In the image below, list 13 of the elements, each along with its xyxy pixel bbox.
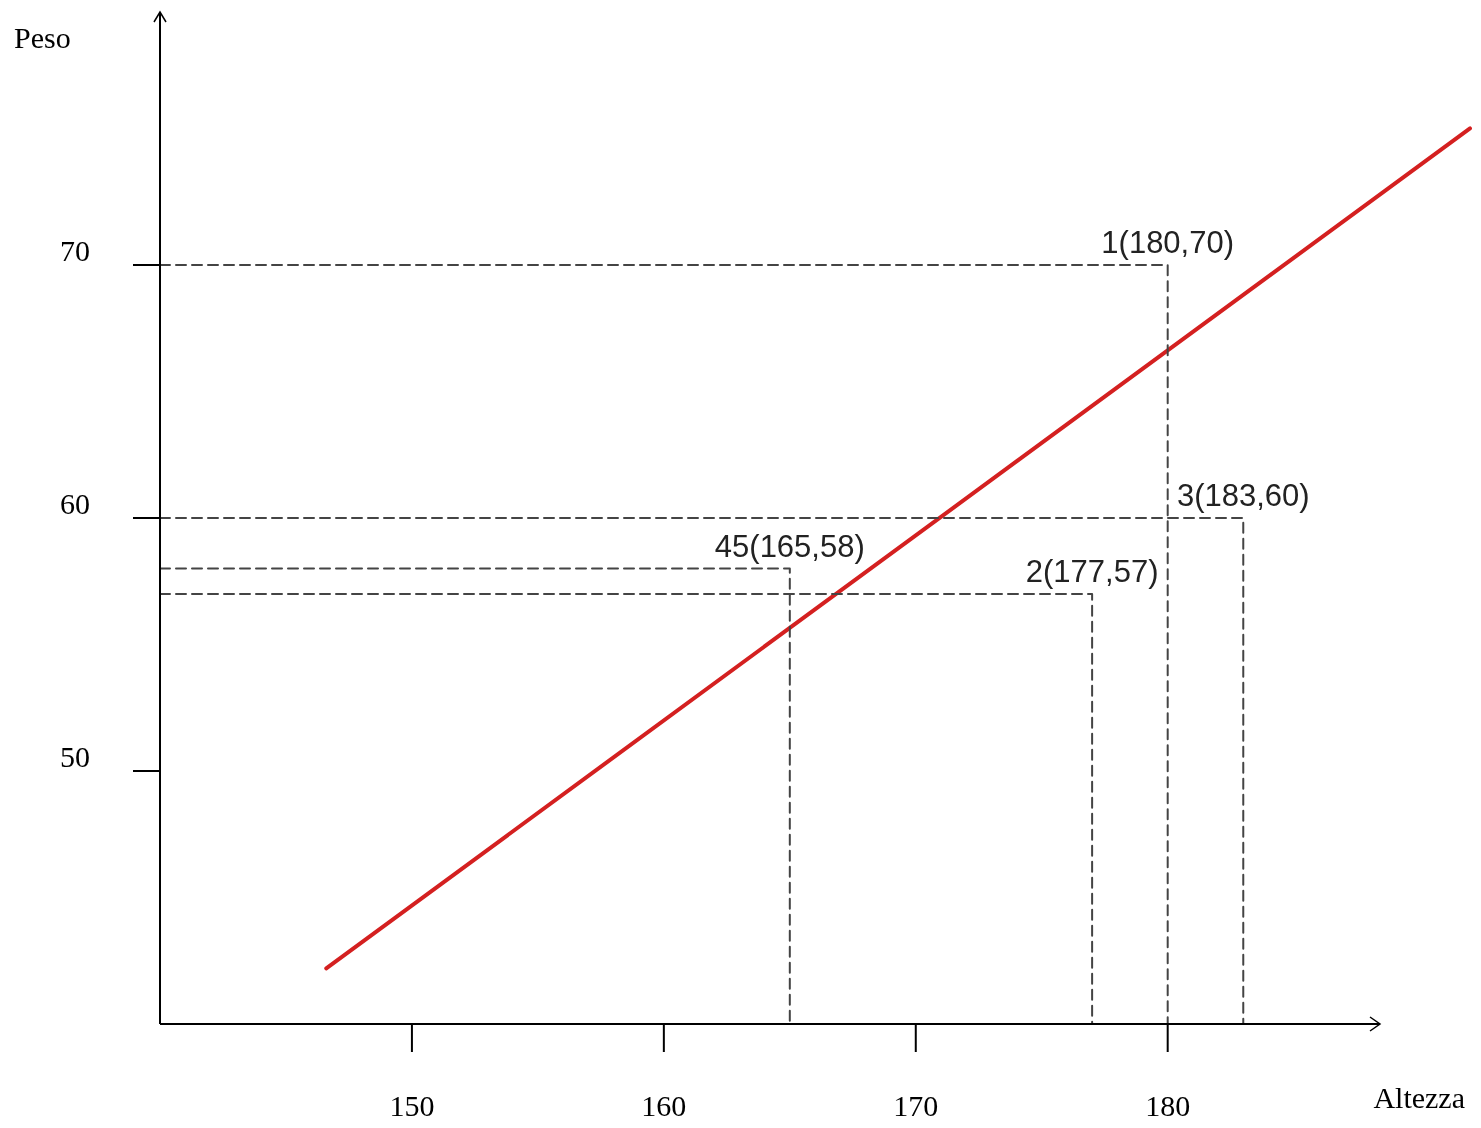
annotation: 2(177,57): [1025, 553, 1159, 589]
y-tick-label: 70: [60, 234, 90, 267]
annotation: 1(180,70): [1101, 225, 1235, 260]
y-axis-title: Peso: [14, 21, 71, 54]
x-tick-label: 170: [893, 1089, 939, 1122]
annotation: 3(183,60): [1176, 478, 1310, 513]
y-tick-label: 60: [60, 487, 90, 520]
x-tick-label: 150: [389, 1089, 435, 1122]
y-tick-label: 50: [60, 740, 90, 773]
x-tick-label: 180: [1145, 1089, 1191, 1122]
annotation: 45(165,58): [714, 528, 865, 564]
x-axis-title: Altezza: [1373, 1081, 1465, 1114]
x-tick-label: 160: [641, 1089, 687, 1122]
